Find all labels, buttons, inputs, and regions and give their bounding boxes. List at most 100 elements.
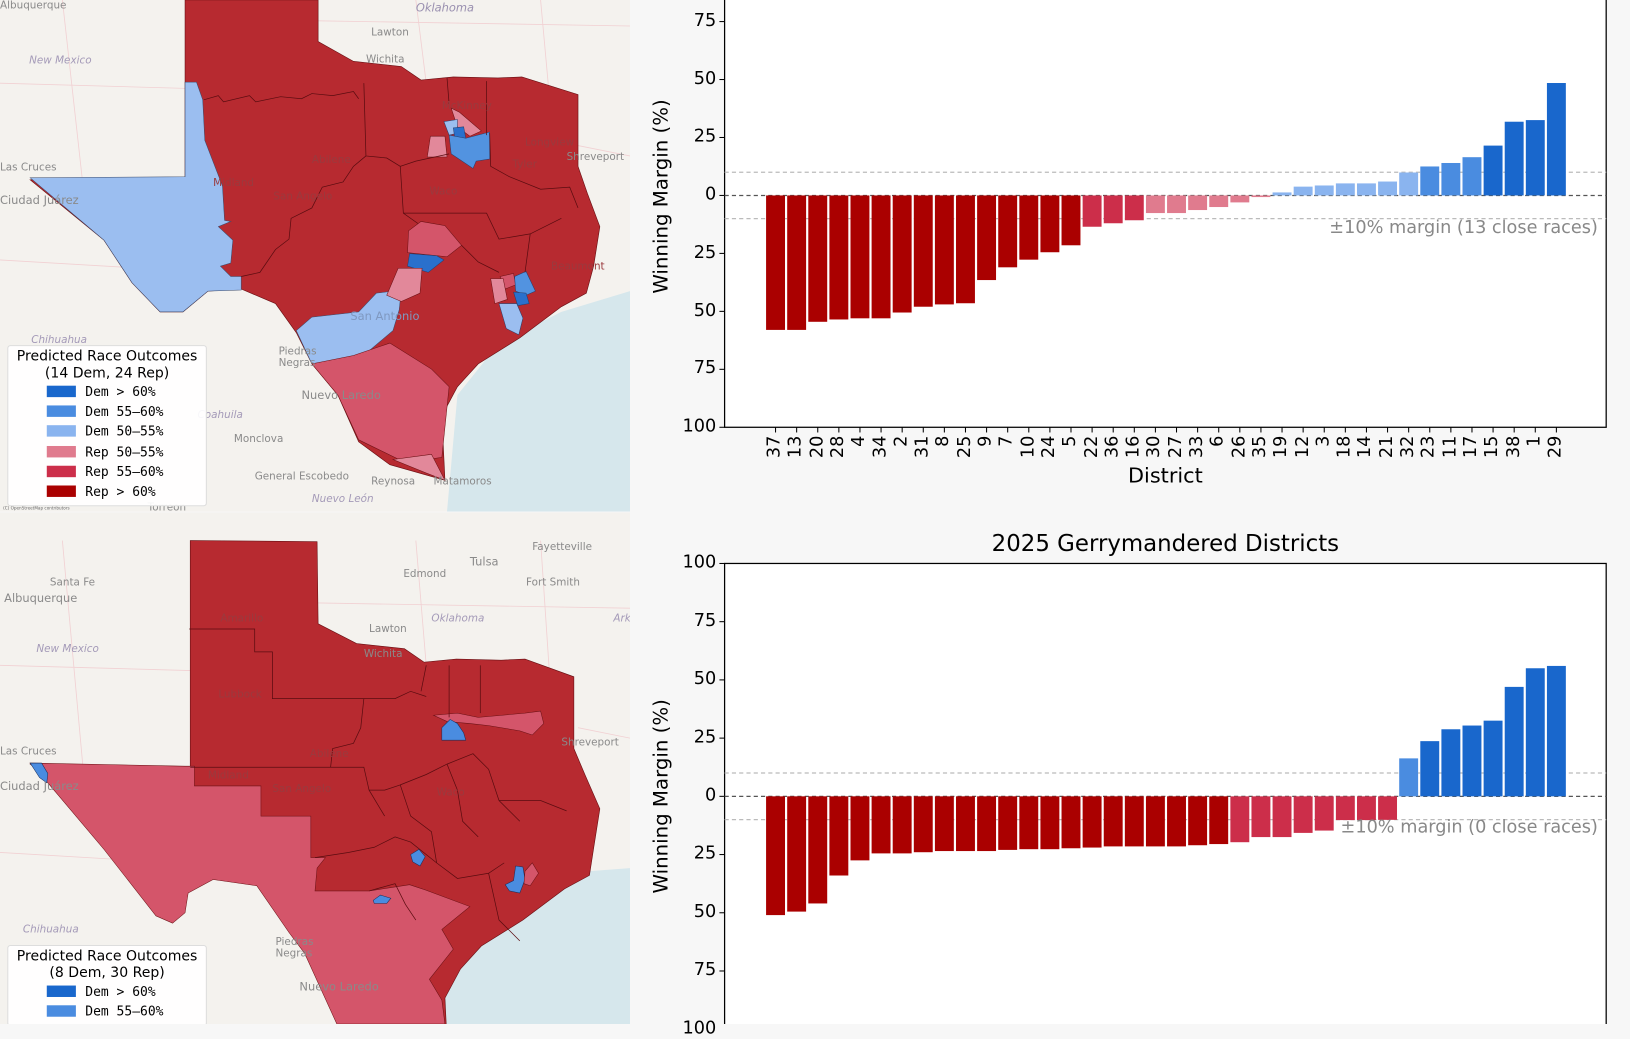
bar xyxy=(1546,83,1566,196)
y-tick-label: 75 xyxy=(693,10,717,31)
map-attribution: (C) OpenStreetMap contributors xyxy=(3,505,70,511)
x-tick-label: 37 xyxy=(764,435,785,459)
bar xyxy=(1167,796,1186,847)
bar xyxy=(829,796,849,876)
bar xyxy=(1525,120,1545,196)
x-tick-label: 23 xyxy=(1418,435,1440,459)
x-tick-label: 22 xyxy=(1080,435,1102,459)
x-tick-label: 34 xyxy=(869,435,891,459)
x-tick-label: 21 xyxy=(1376,435,1397,459)
gulf-water xyxy=(447,291,630,512)
y-tick-label: 25 xyxy=(693,126,717,147)
map-label: Albuquerque xyxy=(0,0,67,12)
bar xyxy=(1293,796,1313,833)
y-tick-label: 50 xyxy=(693,668,717,690)
bar xyxy=(977,195,997,281)
bar xyxy=(1230,195,1250,203)
legend-item-dem-gt60: Dem > 60% xyxy=(8,382,206,402)
map-label: Coahuila xyxy=(197,409,243,422)
x-tick-label: 31 xyxy=(911,435,933,459)
district-boundaries xyxy=(203,77,579,277)
x-tick-label: 26 xyxy=(1228,435,1250,459)
y-tick-label: 100 xyxy=(682,1017,717,1039)
bar xyxy=(956,796,975,852)
x-tick-label: 5 xyxy=(1059,435,1081,447)
x-tick-label: 28 xyxy=(827,435,849,459)
map-label: Torreon xyxy=(147,502,187,512)
x-tick-label: 35 xyxy=(1249,435,1271,459)
district-boundaries xyxy=(189,628,567,942)
bar xyxy=(1103,195,1123,224)
map-label: Abilene xyxy=(309,748,349,760)
map-label: Piedras Negras xyxy=(278,346,317,370)
map-label: Waco xyxy=(436,786,465,799)
bar xyxy=(808,195,828,322)
x-tick-label: 20 xyxy=(806,435,828,459)
map-label: Midland xyxy=(207,770,249,782)
map-label: New Mexico xyxy=(29,55,92,67)
district-south-texas xyxy=(311,342,450,463)
bar xyxy=(998,796,1018,850)
bar xyxy=(829,195,849,320)
y-tick-label: 0 xyxy=(705,784,717,806)
bar xyxy=(1293,186,1313,196)
bar xyxy=(850,195,870,319)
bar xyxy=(913,796,933,853)
map-label: Wichita xyxy=(365,54,405,66)
map-label: Edmond xyxy=(403,568,447,581)
map-label: Oklahoma xyxy=(431,613,485,625)
map-label: Matamoros xyxy=(433,476,492,488)
map-label: Amarillo xyxy=(220,613,264,625)
legend-label: Rep 55–60% xyxy=(85,463,164,480)
map-label: McKinney xyxy=(441,100,492,113)
legend-label: Dem 55–60% xyxy=(85,1003,164,1020)
district-houston-pink xyxy=(523,862,539,887)
legend-label: Dem > 60% xyxy=(85,383,156,400)
map-label: Tulsa xyxy=(469,555,499,569)
bar xyxy=(1378,181,1398,196)
district-austin-blue xyxy=(407,253,445,273)
map-canvas xyxy=(0,0,630,512)
y-tick-label: 25 xyxy=(693,241,717,263)
district-west-texas xyxy=(29,81,242,313)
map-label: General Escobedo xyxy=(254,470,349,483)
district-houston-dark xyxy=(513,291,530,306)
map-label: New Mexico xyxy=(36,643,99,655)
bar xyxy=(787,195,807,330)
legend-subtitle: (8 Dem, 30 Rep) xyxy=(49,964,165,982)
bar xyxy=(1399,758,1419,797)
map-legend: Predicted Race Outcomes (14 Dem, 24 Rep)… xyxy=(7,345,207,507)
bar xyxy=(766,796,786,916)
bar xyxy=(1209,796,1229,845)
x-tick-label: 7 xyxy=(996,435,1018,447)
map-label: Nuevo Laredo xyxy=(299,980,379,994)
bar xyxy=(1441,162,1461,196)
x-tick-label: 10 xyxy=(1017,435,1039,459)
bar xyxy=(934,796,954,852)
map-label: Midland xyxy=(213,177,255,190)
bar xyxy=(1251,195,1271,198)
legend-swatch xyxy=(46,1005,76,1018)
bar xyxy=(1314,185,1334,196)
district-houston-light xyxy=(498,303,524,336)
bar xyxy=(1082,195,1102,227)
x-tick-label: 6 xyxy=(1207,435,1229,447)
x-tick-label: 13 xyxy=(785,435,806,459)
map-label: Chihuahua xyxy=(31,334,88,347)
x-tick-label: 32 xyxy=(1397,435,1419,459)
map-label: Fort Smith xyxy=(526,576,580,589)
map-label: San Angelo xyxy=(273,191,333,203)
bar xyxy=(1378,796,1398,820)
bar xyxy=(1399,172,1419,196)
map-label: Longview xyxy=(524,137,575,149)
district-dfw-blue xyxy=(441,719,467,741)
x-tick-label: 25 xyxy=(954,435,975,459)
legend-item-dem-gt60: Dem > 60% xyxy=(8,981,206,1001)
map-label: Albuquerque xyxy=(4,591,78,606)
x-tick-label: 24 xyxy=(1038,435,1060,459)
bar xyxy=(1462,157,1482,196)
district-rio-grande-valley xyxy=(391,454,446,481)
bar xyxy=(1124,195,1144,221)
bar xyxy=(1525,668,1545,797)
